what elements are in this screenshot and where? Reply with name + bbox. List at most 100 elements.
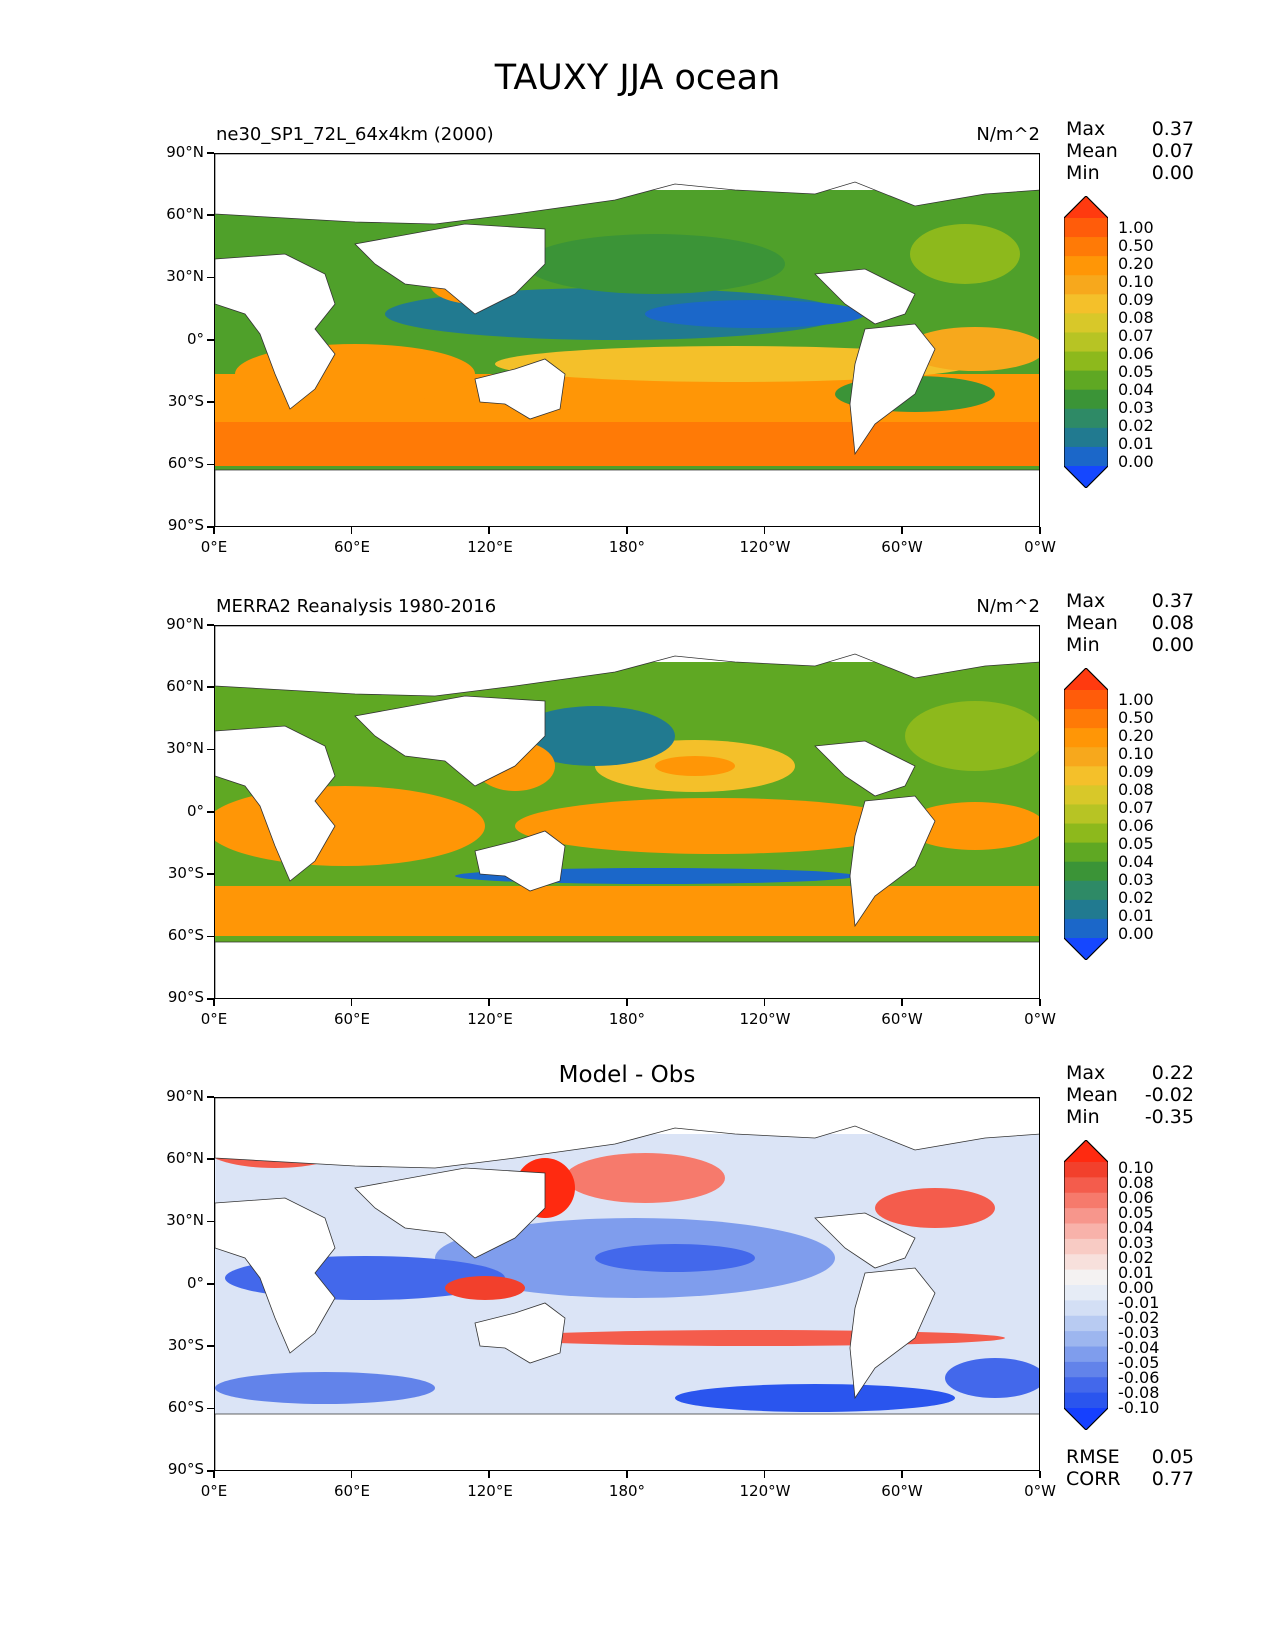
ytick-label: 60°S — [167, 1398, 204, 1416]
colorbar-swatch — [1064, 938, 1108, 960]
stat-max-value: 0.37 — [1151, 118, 1194, 140]
colorbar-tick: 0.10 — [1118, 1158, 1154, 1177]
ytick-label: 60°N — [166, 1149, 204, 1167]
ytick-mark — [207, 1470, 214, 1472]
colorbar-swatch — [1064, 1208, 1108, 1224]
ytick-mark — [207, 873, 214, 875]
ytick-mark — [207, 748, 214, 751]
colorbar-tick: 0.08 — [1118, 1173, 1154, 1192]
colorbar-tick: 1.00 — [1118, 218, 1154, 237]
colorbar-tick: 0.09 — [1118, 290, 1154, 309]
xtick-label: 180° — [608, 1482, 646, 1500]
colorbar-swatch — [1064, 1254, 1108, 1271]
colorbar-tick: -0.06 — [1118, 1368, 1160, 1387]
xtick-label: 60°W — [881, 1482, 923, 1500]
ytick-mark — [207, 152, 214, 154]
colorbar-tick: 0.04 — [1118, 1218, 1154, 1237]
ytick-mark — [207, 339, 214, 341]
colorbar-tick: 0.20 — [1118, 726, 1154, 745]
xtick-label: 180° — [608, 1010, 646, 1028]
xtick-label: 120°W — [739, 538, 791, 556]
colorbar-swatch — [1064, 1238, 1108, 1255]
xtick-mark — [1039, 999, 1041, 1006]
xtick-mark — [626, 999, 628, 1006]
stat-mean-value: 0.07 — [1151, 140, 1194, 162]
ytick-label: 0° — [186, 1274, 204, 1292]
colorbar-swatch — [1064, 1377, 1108, 1394]
ytick-mark — [207, 1096, 214, 1098]
colorbar-swatch — [1064, 294, 1108, 314]
colorbar-tick: 0.10 — [1118, 744, 1154, 763]
colorbar-tick: 0.06 — [1118, 816, 1154, 835]
colorbar-swatch — [1064, 804, 1108, 825]
colorbar-tick: 0.03 — [1118, 1233, 1154, 1252]
ytick-label: 90°S — [167, 516, 204, 534]
ytick-label: 30°S — [167, 392, 204, 410]
ytick-mark — [207, 1407, 214, 1410]
colorbar-swatch — [1064, 313, 1108, 333]
stat-corr-value: 0.77 — [1151, 1468, 1194, 1490]
stat-min-label: Min — [1066, 634, 1100, 656]
ytick-label: 60°N — [166, 205, 204, 223]
colorbar-swatch — [1064, 880, 1108, 901]
xtick-label: 0°W — [1024, 1010, 1056, 1028]
ytick-mark — [207, 401, 214, 403]
colorbar-swatch — [1064, 899, 1108, 920]
stat-rmse-label: RMSE — [1066, 1446, 1120, 1468]
xtick-mark — [626, 527, 628, 534]
ytick-mark — [207, 935, 214, 938]
ytick-label: 30°N — [166, 1211, 204, 1229]
colorbar-swatch — [1064, 256, 1108, 276]
ytick-mark — [207, 463, 214, 466]
xtick-mark — [1039, 527, 1041, 534]
ytick-mark — [207, 1283, 214, 1285]
xtick-mark — [901, 527, 903, 534]
colorbar-swatch — [1064, 389, 1108, 410]
stat-min-value: -0.35 — [1144, 1106, 1194, 1128]
panel-model-units: N/m^2 — [976, 124, 1040, 145]
colorbar-swatch — [1064, 1315, 1108, 1332]
colorbar-tick: 0.00 — [1118, 452, 1154, 471]
ytick-label: 90°N — [166, 143, 204, 161]
ytick-mark — [207, 624, 214, 626]
stat-mean-value: 0.08 — [1151, 612, 1194, 634]
colorbar-tick: 0.50 — [1118, 236, 1154, 255]
colorbar-tick: 0.07 — [1118, 326, 1154, 345]
colorbar-swatch — [1064, 218, 1108, 238]
colorbar-tick: 0.01 — [1118, 434, 1154, 453]
colorbar-swatch — [1064, 1300, 1108, 1317]
colorbar-swatch — [1064, 1392, 1108, 1409]
colorbar-tick: 0.02 — [1118, 1248, 1154, 1267]
colorbar-swatch — [1064, 1162, 1108, 1178]
ytick-label: 90°S — [167, 988, 204, 1006]
colorbar-tick: 0.00 — [1118, 1278, 1154, 1297]
stat-max-label: Max — [1066, 590, 1106, 612]
xtick-label: 0°W — [1024, 538, 1056, 556]
colorbar-swatch — [1064, 427, 1108, 448]
colorbar-tick: 0.20 — [1118, 254, 1154, 273]
colorbar-tick: -0.08 — [1118, 1383, 1160, 1402]
colorbar-tick: 0.06 — [1118, 344, 1154, 363]
map-obs — [214, 625, 1040, 999]
colorbar-swatch — [1064, 1331, 1108, 1347]
colorbar-tick: 0.03 — [1118, 870, 1154, 889]
xtick-label: 120°E — [467, 538, 513, 556]
ytick-label: 90°N — [166, 1087, 204, 1105]
colorbar-swatch — [1064, 196, 1108, 218]
colorbar-swatch — [1064, 747, 1108, 767]
colorbar-swatch — [1064, 1177, 1108, 1194]
colorbar-swatch — [1064, 1408, 1108, 1430]
colorbar-tick: -0.04 — [1118, 1338, 1160, 1357]
xtick-mark — [350, 527, 353, 534]
colorbar-model — [1063, 195, 1109, 492]
xtick-mark — [488, 1471, 490, 1478]
ytick-label: 30°S — [167, 864, 204, 882]
colorbar-swatch — [1064, 1223, 1108, 1240]
ytick-mark — [207, 686, 214, 688]
colorbar-swatch — [1064, 861, 1108, 882]
colorbar-tick: 0.03 — [1118, 398, 1154, 417]
ytick-mark — [207, 276, 214, 279]
colorbar-swatch — [1064, 842, 1108, 863]
colorbar-swatch — [1064, 766, 1108, 786]
xtick-label: 60°E — [333, 1482, 371, 1500]
